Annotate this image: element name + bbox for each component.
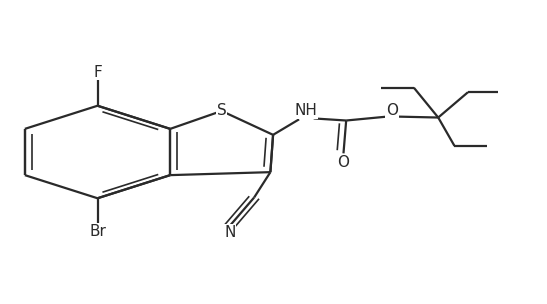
Text: N: N <box>224 225 235 240</box>
Text: F: F <box>93 64 102 80</box>
Text: Br: Br <box>89 224 106 240</box>
Text: S: S <box>217 103 226 118</box>
Text: O: O <box>337 155 350 170</box>
Text: NH: NH <box>294 103 317 119</box>
Text: O: O <box>386 103 398 118</box>
